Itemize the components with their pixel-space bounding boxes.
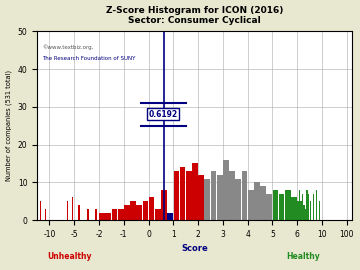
Bar <box>266 194 272 220</box>
Bar <box>308 194 310 220</box>
Bar <box>300 201 302 220</box>
Bar <box>242 171 247 220</box>
Bar <box>192 163 198 220</box>
Bar <box>186 171 192 220</box>
Bar <box>260 186 266 220</box>
Text: The Research Foundation of SUNY: The Research Foundation of SUNY <box>42 56 135 61</box>
Bar <box>217 175 222 220</box>
Bar <box>291 197 297 220</box>
Bar <box>316 190 317 220</box>
Bar <box>130 201 136 220</box>
Bar <box>136 205 142 220</box>
Bar <box>273 190 278 220</box>
Bar <box>303 205 305 220</box>
Bar <box>198 175 204 220</box>
Bar <box>279 194 284 220</box>
Bar <box>204 178 210 220</box>
Bar <box>105 212 111 220</box>
Y-axis label: Number of companies (531 total): Number of companies (531 total) <box>5 70 12 181</box>
Bar <box>305 209 306 220</box>
Bar <box>306 190 308 220</box>
Text: Unhealthy: Unhealthy <box>47 252 91 261</box>
X-axis label: Score: Score <box>181 244 208 253</box>
Bar <box>149 197 154 220</box>
Bar <box>45 209 46 220</box>
Bar <box>223 160 229 220</box>
Bar <box>78 205 80 220</box>
Bar <box>112 209 117 220</box>
Bar <box>167 212 173 220</box>
Bar <box>174 171 179 220</box>
Bar <box>319 201 320 220</box>
Bar <box>229 171 235 220</box>
Bar <box>87 209 89 220</box>
Bar <box>180 167 185 220</box>
Text: Healthy: Healthy <box>287 252 320 261</box>
Bar <box>254 182 260 220</box>
Text: ©www.textbiz.org,: ©www.textbiz.org, <box>42 45 93 50</box>
Bar <box>99 212 105 220</box>
Bar <box>297 201 298 220</box>
Bar <box>72 197 73 220</box>
Title: Z-Score Histogram for ICON (2016)
Sector: Consumer Cyclical: Z-Score Histogram for ICON (2016) Sector… <box>105 6 283 25</box>
Bar <box>235 178 241 220</box>
Bar <box>248 190 253 220</box>
Bar <box>95 209 97 220</box>
Bar <box>155 209 161 220</box>
Bar <box>118 209 123 220</box>
Bar <box>211 171 216 220</box>
Bar <box>302 194 303 220</box>
Bar <box>161 190 167 220</box>
Bar <box>285 190 291 220</box>
Bar <box>124 205 130 220</box>
Bar <box>40 201 41 220</box>
Bar <box>143 201 148 220</box>
Text: 0.6192: 0.6192 <box>149 110 177 119</box>
Bar <box>312 194 314 220</box>
Bar <box>310 201 311 220</box>
Bar <box>67 201 68 220</box>
Bar <box>299 190 300 220</box>
